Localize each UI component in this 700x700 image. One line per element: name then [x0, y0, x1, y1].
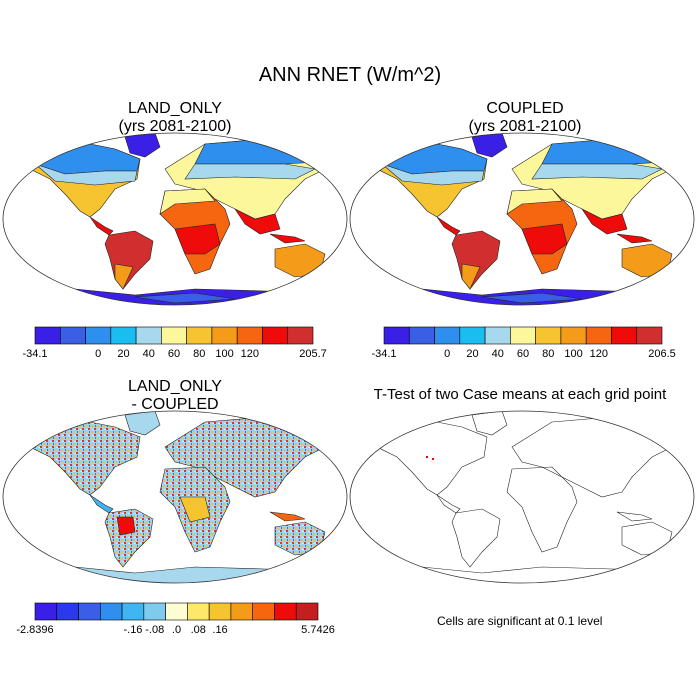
colorbar-swatch: [434, 326, 461, 345]
colorbar-swatch: [408, 326, 435, 345]
colorbar-tick-label: -.08: [145, 624, 165, 636]
map-land-only: [2, 132, 348, 306]
colorbar-tick-label: 5.7426: [301, 624, 335, 636]
colorbar-tick-label: .08: [190, 624, 206, 636]
figure-title: ANN RNET (W/m^2): [258, 64, 442, 86]
colorbar-swatch: [252, 602, 275, 621]
colorbar-tick-label: 40: [491, 348, 504, 360]
colorbar-tick-label: 205.7: [299, 348, 327, 360]
panel-title-line2: (yrs 2081-2100): [118, 118, 232, 135]
colorbar-swatch: [100, 602, 123, 621]
colorbar-difference: [34, 602, 319, 621]
significant-cell: [426, 456, 428, 458]
colorbar-swatch: [56, 602, 79, 621]
colorbar-swatch: [611, 326, 638, 345]
colorbar-tick-label: 20: [466, 348, 479, 360]
colorbar-swatch: [585, 326, 612, 345]
colorbar-tick-label: 80: [193, 348, 206, 360]
panel-title-line2: (yrs 2081-2100): [468, 118, 582, 135]
colorbar-swatch: [274, 602, 297, 621]
map-coupled: [349, 132, 695, 306]
significant-cell: [432, 458, 434, 460]
colorbar-swatch: [121, 602, 145, 621]
colorbar-swatch: [143, 602, 166, 621]
panel-title-ttest: T-Test of two Case means at each grid po…: [373, 386, 667, 403]
south-america: [104, 230, 154, 290]
colorbar-tick-label: -2.8396: [16, 624, 54, 636]
colorbar-swatch: [161, 326, 187, 345]
panel-title-coupled: COUPLED (yrs 2081-2100): [400, 100, 650, 136]
colorbar-tick-label: -.16: [123, 624, 143, 636]
colorbar-swatch: [636, 326, 663, 345]
colorbar-tick-label: 0: [444, 348, 451, 360]
colorbar-swatch: [34, 602, 58, 621]
colorbar-tick-label: 80: [542, 348, 555, 360]
colorbar-swatch: [535, 326, 562, 345]
colorbar-swatch: [236, 326, 263, 345]
colorbar-swatch: [187, 602, 210, 621]
colorbar-swatch: [510, 326, 536, 345]
colorbar-swatch: [135, 326, 162, 345]
colorbar-tick-label: 206.5: [648, 348, 676, 360]
panel-title-line1: COUPLED: [486, 100, 564, 117]
colorbar-tick-label: 120: [240, 348, 259, 360]
colorbar-swatch: [85, 326, 112, 345]
colorbar-tick-label: .0: [171, 624, 182, 636]
colorbar-tick-label: 100: [564, 348, 583, 360]
colorbar-tick-label: 60: [167, 348, 181, 360]
colorbar-swatch: [59, 326, 86, 345]
colorbar-tick-label: 120: [589, 348, 608, 360]
colorbar-tick-label: 20: [117, 348, 130, 360]
colorbar-tick-label: -34.1: [22, 348, 48, 360]
colorbar-swatch: [262, 326, 289, 345]
colorbar-swatch: [484, 326, 511, 345]
colorbar-swatch: [208, 602, 232, 621]
colorbar-swatch: [78, 602, 101, 621]
colorbar-swatch: [186, 326, 213, 345]
colorbar-swatch: [383, 326, 410, 345]
australia: [274, 243, 326, 278]
colorbar-coupled: [383, 326, 663, 345]
colorbar-tick-label: 100: [215, 348, 234, 360]
panel-title-line1: LAND_ONLY: [128, 378, 222, 395]
colorbar-tick-label: 60: [516, 348, 530, 360]
map-difference: [2, 410, 348, 584]
map-ttest: [349, 410, 695, 584]
panel-title-line2: - COUPLED: [131, 396, 219, 413]
colorbar-tick-label: 0: [95, 348, 102, 360]
colorbar-tick-label: 40: [142, 348, 155, 360]
colorbar-swatch: [34, 326, 61, 345]
colorbar-swatch: [230, 602, 253, 621]
colorbar-swatch: [560, 326, 587, 345]
colorbar-swatch: [165, 602, 188, 621]
greenland: [124, 133, 161, 158]
colorbar-swatch: [287, 326, 314, 345]
colorbar-swatch: [211, 326, 238, 345]
significance-note: Cells are significant at 0.1 level: [437, 614, 603, 628]
panel-title-difference: LAND_ONLY - COUPLED: [50, 378, 300, 414]
colorbar-swatch: [110, 326, 137, 345]
colorbar-tick-label: -34.1: [371, 348, 397, 360]
colorbar-tick-label: .16: [212, 624, 228, 636]
colorbar-land-only: [34, 326, 314, 345]
panel-title-line1: LAND_ONLY: [128, 100, 222, 117]
colorbar-swatch: [459, 326, 486, 345]
colorbar-swatch: [295, 602, 319, 621]
panel-title-land-only: LAND_ONLY (yrs 2081-2100): [50, 100, 300, 136]
